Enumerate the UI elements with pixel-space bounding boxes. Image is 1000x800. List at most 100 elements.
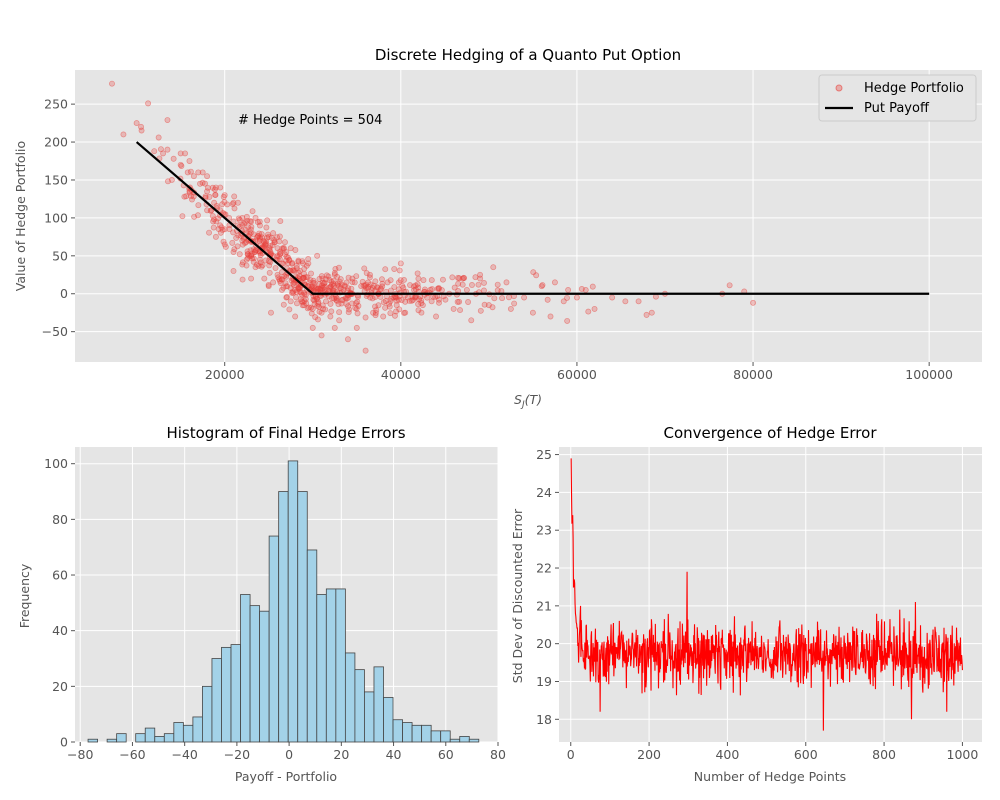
histogram-x-tick-label: 60 xyxy=(438,747,454,762)
hedge-portfolio-point xyxy=(286,306,293,313)
hedge-portfolio-point xyxy=(382,266,389,273)
hedge-portfolio-point xyxy=(187,168,194,175)
hedge-portfolio-point xyxy=(428,277,435,284)
hedge-portfolio-point xyxy=(481,287,487,294)
hedge-portfolio-point xyxy=(213,202,220,209)
hedge-portfolio-point xyxy=(393,302,400,309)
hedge-portfolio-point xyxy=(539,282,546,288)
hedge-portfolio-point xyxy=(415,307,422,314)
histogram-bar xyxy=(335,588,346,743)
histogram-x-label: Payoff - Portfolio xyxy=(235,769,337,784)
scatter-y-tick-label: 50 xyxy=(52,248,68,263)
hedge-portfolio-point xyxy=(179,213,186,220)
hedge-portfolio-point xyxy=(314,252,321,259)
hedge-portfolio-point xyxy=(293,300,300,307)
hedge-portfolio-point xyxy=(351,279,358,286)
hedge-portfolio-point xyxy=(345,309,352,316)
hedge-portfolio-point xyxy=(213,218,220,225)
histogram-bar xyxy=(135,733,146,743)
hedge-portfolio-point xyxy=(648,309,655,316)
scatter-tick-labels: 20000 40000 60000 80000 100000 −50 0 50 100 150 20… xyxy=(42,97,953,382)
hedge-portfolio-point xyxy=(210,218,217,225)
convergence-y-tick-label: 24 xyxy=(536,485,552,500)
histogram-bar xyxy=(268,535,280,743)
hedge-portfolio-point xyxy=(622,298,629,305)
hedge-portfolio-point xyxy=(250,231,257,238)
legend-box xyxy=(818,74,977,122)
hedge-portfolio-point xyxy=(451,284,458,291)
hedge-portfolio-point xyxy=(300,274,307,281)
hedge-portfolio-point xyxy=(186,189,193,196)
histogram-y-tick-label: 0 xyxy=(60,735,68,750)
hedge-portfolio-point xyxy=(242,219,249,226)
convergence-title: Convergence of Hedge Error xyxy=(663,424,877,442)
hedge-portfolio-point xyxy=(387,277,394,284)
hedge-portfolio-point xyxy=(220,193,227,200)
hedge-portfolio-point xyxy=(521,294,528,301)
hedge-portfolio-point xyxy=(327,300,334,307)
histogram-tick-labels: −80 −60 −40 −20 0 20 40 60 80 0 20 40 60 80 100 xyxy=(44,456,506,762)
histogram-bar xyxy=(192,716,203,743)
hedge-portfolio-point xyxy=(349,300,355,307)
convergence-grid xyxy=(559,447,982,742)
hedge-portfolio-point xyxy=(380,313,387,320)
hedge-points-annotation: # Hedge Points = 504 xyxy=(238,113,382,128)
hedge-portfolio-point xyxy=(455,274,461,281)
hedge-portfolio-point xyxy=(507,305,514,312)
histogram-x-tick-label: −20 xyxy=(224,747,250,762)
hedge-portfolio-point xyxy=(220,238,227,245)
hedge-portfolio-point xyxy=(282,280,289,287)
hedge-portfolio-point xyxy=(231,205,238,212)
scatter-y-label: Value of Hedge Portfolio xyxy=(13,141,28,291)
histogram-bar xyxy=(278,491,289,743)
hedge-portfolio-point xyxy=(457,307,463,314)
hedge-portfolio-point xyxy=(182,150,189,157)
hedge-portfolio-point xyxy=(475,281,482,288)
scatter-y-tick-label: 0 xyxy=(60,286,68,301)
hedge-portfolio-point xyxy=(372,278,379,285)
hedge-portfolio-point xyxy=(264,217,271,224)
hedge-portfolio-point xyxy=(343,295,350,302)
hedge-portfolio-point xyxy=(544,296,551,303)
hedge-portfolio-point xyxy=(212,233,219,240)
hedge-portfolio-point xyxy=(414,270,421,277)
histogram-y-tick-label: 20 xyxy=(52,679,68,694)
hedge-portfolio-point xyxy=(266,269,273,276)
hedge-portfolio-point xyxy=(399,282,406,289)
hedge-portfolio-point xyxy=(151,148,158,155)
hedge-portfolio-point xyxy=(181,193,188,200)
histogram-bar xyxy=(392,719,403,743)
hedge-portfolio-point xyxy=(165,178,171,185)
hedge-portfolio-point xyxy=(287,285,294,291)
histogram-bar xyxy=(116,733,127,743)
histogram-x-tick-label: 20 xyxy=(333,747,349,762)
hedge-portfolio-point xyxy=(375,302,382,309)
histogram-x-tick-label: −80 xyxy=(67,747,93,762)
convergence-x-tick-label: 0 xyxy=(567,747,575,762)
hedge-portfolio-point xyxy=(361,265,368,272)
hedge-portfolio-point xyxy=(354,310,361,317)
hedge-portfolio-point xyxy=(408,297,415,304)
hedge-portfolio-point xyxy=(231,193,238,200)
hedge-portfolio-point xyxy=(261,275,268,282)
histogram-x-tick-label: 80 xyxy=(490,747,506,762)
hedge-portfolio-point xyxy=(290,267,297,274)
hedge-portfolio-point xyxy=(489,304,496,311)
hedge-portfolio-point xyxy=(212,192,219,198)
hedge-portfolio-point xyxy=(243,262,250,269)
hedge-portfolio-point xyxy=(436,299,442,306)
hedge-portfolio-point xyxy=(284,293,290,300)
hedge-portfolio-point xyxy=(386,300,392,307)
hedge-portfolio-point xyxy=(164,146,171,153)
hedge-portfolio-point xyxy=(565,286,572,293)
hedge-portfolio-point xyxy=(195,169,202,176)
hedge-portfolio-point xyxy=(468,317,475,324)
hedge-portfolio-point xyxy=(177,150,184,157)
histogram-y-label: Frequency xyxy=(17,563,32,628)
hedge-portfolio-point xyxy=(304,305,311,312)
histogram-x-tick-label: 0 xyxy=(285,747,293,762)
hedge-portfolio-point xyxy=(382,304,389,311)
hedge-portfolio-point xyxy=(284,283,291,290)
hedge-portfolio-point xyxy=(302,292,309,298)
